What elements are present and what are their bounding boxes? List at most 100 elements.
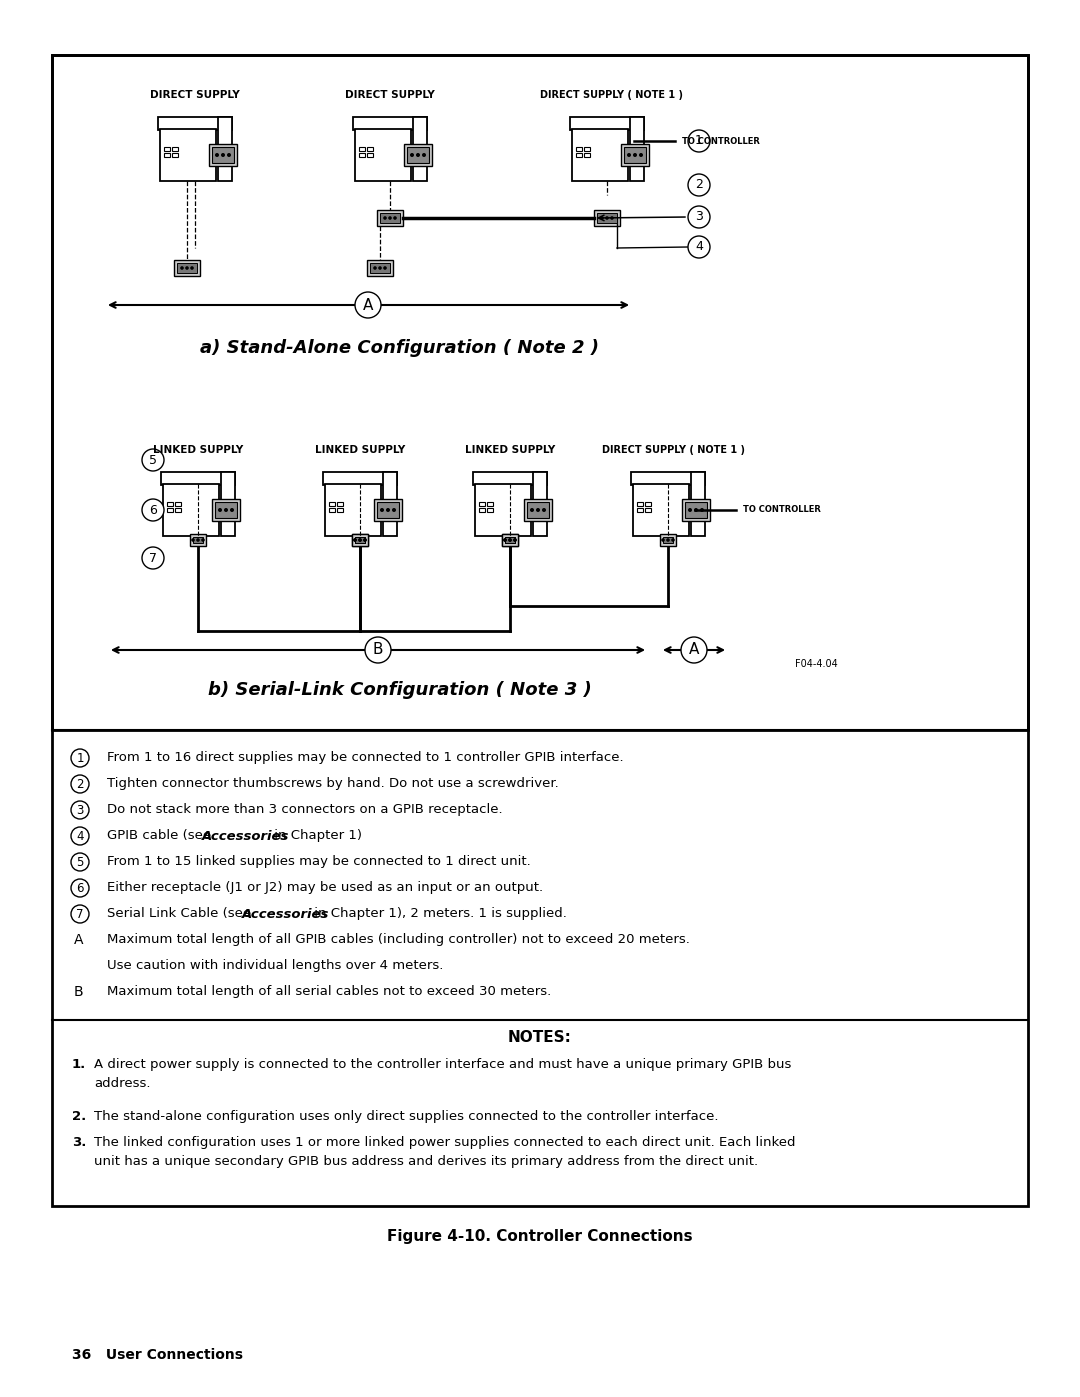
Text: DIRECT SUPPLY: DIRECT SUPPLY: [346, 89, 435, 101]
Circle shape: [509, 538, 512, 542]
Circle shape: [380, 509, 384, 511]
Circle shape: [688, 509, 692, 511]
Bar: [524, 499, 552, 521]
Bar: [584, 154, 590, 156]
Circle shape: [71, 749, 89, 767]
Circle shape: [509, 538, 512, 542]
Circle shape: [605, 217, 609, 219]
Circle shape: [688, 236, 710, 258]
Text: 3.: 3.: [72, 1136, 86, 1148]
Bar: [480, 502, 485, 506]
Text: F04-4.04: F04-4.04: [795, 659, 838, 669]
Circle shape: [71, 827, 89, 845]
Bar: [584, 147, 590, 151]
Bar: [352, 534, 368, 546]
Bar: [594, 210, 620, 226]
Bar: [681, 499, 710, 521]
Bar: [352, 534, 368, 546]
Circle shape: [661, 538, 665, 542]
Bar: [637, 509, 643, 511]
Circle shape: [542, 509, 546, 511]
Bar: [631, 472, 705, 485]
Circle shape: [671, 538, 675, 542]
Circle shape: [218, 509, 222, 511]
Circle shape: [141, 499, 164, 521]
Text: in Chapter 1): in Chapter 1): [270, 830, 362, 842]
Text: TO CONTROLLER: TO CONTROLLER: [681, 137, 760, 145]
Bar: [215, 502, 237, 518]
Bar: [383, 472, 397, 536]
Bar: [158, 117, 232, 130]
Text: LINKED SUPPLY: LINKED SUPPLY: [153, 446, 243, 455]
Bar: [353, 117, 427, 130]
Bar: [377, 502, 399, 518]
Circle shape: [71, 854, 89, 870]
Circle shape: [353, 538, 356, 542]
Text: a) Stand-Alone Configuration ( Note 2 ): a) Stand-Alone Configuration ( Note 2 ): [201, 339, 599, 358]
Text: Accessories: Accessories: [242, 908, 329, 921]
Bar: [645, 502, 651, 506]
Bar: [167, 509, 173, 511]
Circle shape: [71, 879, 89, 897]
Text: 2: 2: [77, 778, 84, 791]
Bar: [633, 483, 689, 536]
Bar: [576, 154, 582, 156]
Circle shape: [530, 509, 534, 511]
Bar: [380, 212, 400, 224]
Bar: [370, 263, 390, 272]
Circle shape: [610, 217, 613, 219]
Circle shape: [71, 905, 89, 923]
Bar: [161, 472, 235, 485]
Circle shape: [388, 217, 392, 219]
Bar: [502, 534, 518, 546]
Text: 1: 1: [77, 752, 84, 764]
Bar: [359, 147, 365, 151]
Circle shape: [681, 637, 707, 664]
Bar: [325, 483, 381, 536]
Circle shape: [355, 292, 381, 319]
Bar: [164, 154, 170, 156]
Circle shape: [386, 509, 390, 511]
Text: NOTES:: NOTES:: [508, 1031, 572, 1045]
Bar: [172, 154, 178, 156]
Circle shape: [700, 509, 704, 511]
Bar: [218, 117, 232, 182]
Text: Maximum total length of all GPIB cables (including controller) not to exceed 20 : Maximum total length of all GPIB cables …: [107, 933, 690, 947]
Bar: [337, 502, 343, 506]
Bar: [404, 144, 432, 166]
Bar: [663, 536, 673, 543]
Circle shape: [393, 217, 396, 219]
Bar: [691, 472, 705, 536]
Bar: [502, 534, 518, 546]
Circle shape: [71, 800, 89, 819]
Circle shape: [224, 509, 228, 511]
Bar: [413, 117, 427, 182]
Text: unit has a unique secondary GPIB bus address and derives its primary address fro: unit has a unique secondary GPIB bus add…: [94, 1155, 758, 1168]
Text: The linked configuration uses 1 or more linked power supplies connected to each : The linked configuration uses 1 or more …: [94, 1136, 796, 1148]
Bar: [480, 509, 485, 511]
Bar: [160, 129, 216, 182]
Text: 4: 4: [696, 240, 703, 253]
Circle shape: [201, 538, 205, 542]
Text: The stand-alone configuration uses only direct supplies connected to the control: The stand-alone configuration uses only …: [94, 1111, 718, 1123]
Text: address.: address.: [94, 1077, 150, 1090]
Bar: [534, 472, 546, 536]
Bar: [355, 129, 411, 182]
Circle shape: [633, 154, 637, 156]
Bar: [323, 472, 397, 485]
Bar: [164, 147, 170, 151]
Bar: [367, 147, 373, 151]
Circle shape: [363, 538, 367, 542]
Text: 5: 5: [149, 454, 157, 467]
Circle shape: [227, 154, 231, 156]
Text: TO CONTROLLER: TO CONTROLLER: [743, 506, 821, 514]
Circle shape: [410, 154, 414, 156]
Text: Accessories: Accessories: [202, 830, 289, 842]
Bar: [367, 260, 393, 277]
Circle shape: [503, 538, 507, 542]
Circle shape: [513, 538, 517, 542]
Bar: [52, 54, 1028, 731]
Text: 36   User Connections: 36 User Connections: [72, 1348, 243, 1362]
Bar: [175, 509, 181, 511]
Bar: [190, 534, 206, 546]
